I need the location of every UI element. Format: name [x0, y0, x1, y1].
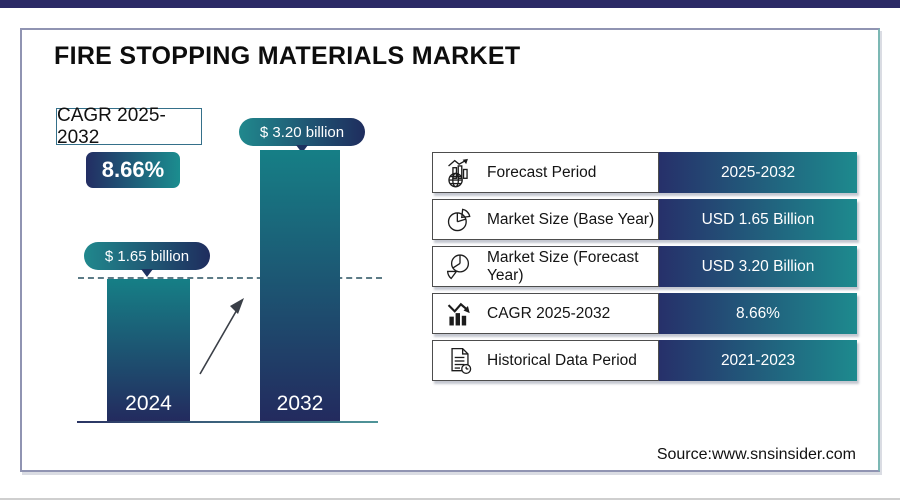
value-callout-2024: $ 1.65 billion	[84, 242, 210, 270]
value-callout-2032: $ 3.20 billion	[239, 118, 365, 146]
bar-trend-icon	[444, 298, 476, 330]
cagr-value: 8.66%	[101, 157, 165, 182]
source-text: Source:www.snsinsider.com	[656, 446, 856, 463]
row-value: USD 1.65 Billion	[659, 199, 857, 240]
row-label: Market Size (Forecast Year)	[487, 248, 639, 284]
cagr-value-badge: 8.66%	[86, 152, 180, 188]
growth-arrow-icon	[199, 298, 244, 375]
table-row: Historical Data Period 2021-2023	[432, 340, 857, 381]
table-row: Market Size (Base Year) USD 1.65 Billion	[432, 199, 857, 240]
row-value: 8.66%	[659, 293, 857, 334]
row-label-cell: Forecast Period	[432, 152, 659, 193]
row-value: USD 3.20 Billion	[659, 246, 857, 287]
table-row: Forecast Period 2025-2032	[432, 152, 857, 193]
value-callout-2032-text: $ 3.20 billion	[259, 123, 345, 141]
row-label: CAGR 2025-2032	[487, 304, 611, 322]
row-label-cell: Market Size (Base Year)	[432, 199, 659, 240]
row-label: Market Size (Base Year)	[487, 210, 655, 228]
bar-2024: 2024	[107, 279, 190, 422]
row-label-cell: CAGR 2025-2032	[432, 293, 659, 334]
bar-2024-label: 2024	[125, 392, 172, 415]
cagr-label-box: CAGR 2025-2032	[56, 105, 202, 148]
bar-2032: 2032	[260, 150, 340, 422]
document-clock-icon	[444, 345, 476, 377]
row-label-cell: Market Size (Forecast Year)	[432, 246, 659, 287]
top-border-band	[0, 0, 900, 8]
row-label-cell: Historical Data Period	[432, 340, 659, 381]
bar-2032-label: 2032	[276, 392, 324, 415]
reference-dashed-line	[78, 277, 382, 279]
row-value: 2021-2023	[659, 340, 857, 381]
row-label: Historical Data Period	[487, 351, 637, 369]
row-value: 2025-2032	[659, 152, 857, 193]
pie-chart-icon	[444, 204, 476, 236]
bottom-border-line	[0, 498, 900, 500]
value-callout-2024-text: $ 1.65 billion	[104, 247, 190, 265]
row-label: Forecast Period	[487, 163, 597, 181]
pie-chart-exploded-icon	[444, 251, 476, 283]
stats-table: Forecast Period 2025-2032 Market Size (B…	[432, 152, 857, 381]
content-frame: FIRE STOPPING MATERIALS MARKET CAGR 2025…	[20, 28, 880, 472]
globe-growth-icon	[444, 157, 476, 189]
chart-baseline	[77, 421, 378, 423]
table-row: CAGR 2025-2032 8.66%	[432, 293, 857, 334]
page-title: FIRE STOPPING MATERIALS MARKET	[54, 42, 521, 70]
cagr-label: CAGR 2025-2032	[57, 104, 166, 148]
table-row: Market Size (Forecast Year) USD 3.20 Bil…	[432, 246, 857, 287]
